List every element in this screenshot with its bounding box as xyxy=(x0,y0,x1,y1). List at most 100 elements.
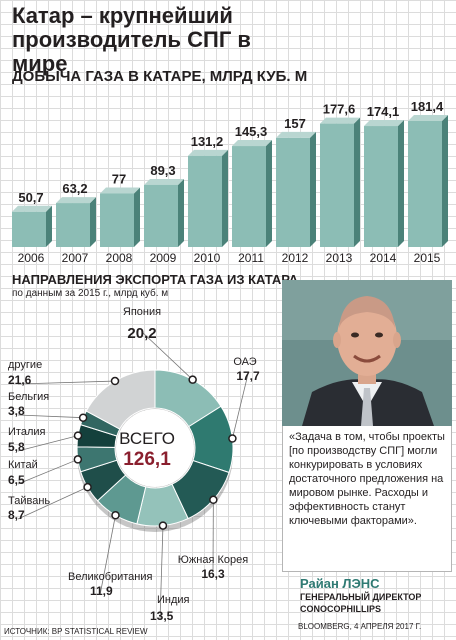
leader-line xyxy=(141,331,193,380)
slice-name-label: Великобритания xyxy=(68,571,153,583)
author-organization: CONOCOPHILLIPS xyxy=(300,604,382,614)
bar xyxy=(144,184,178,247)
quote-text: «Задача в том, чтобы проекты [по произво… xyxy=(289,431,445,527)
slice-value-label: 8,7 xyxy=(8,508,25,522)
bar xyxy=(276,137,310,247)
donut-hole xyxy=(116,409,194,487)
bar xyxy=(188,155,222,247)
bar-side xyxy=(222,149,228,247)
slice-name-label: Южная Корея xyxy=(178,554,248,566)
slice-value-label: 5,8 xyxy=(8,440,25,454)
x-tick-label: 2013 xyxy=(326,251,353,265)
bar-top xyxy=(364,120,404,127)
slice-value-label: 21,6 xyxy=(8,373,32,387)
bar-side xyxy=(398,120,404,247)
bar-value-label: 157 xyxy=(284,116,306,131)
slice-marker xyxy=(83,482,92,492)
bar-side xyxy=(266,140,272,247)
bar xyxy=(364,126,398,247)
x-tick-label: 2007 xyxy=(62,251,89,265)
production-chart-title: ДОБЫЧА ГАЗА В КАТАРЕ, МЛРД КУБ. М xyxy=(12,68,308,85)
bar-side xyxy=(178,178,184,247)
x-tick-label: 2015 xyxy=(414,251,441,265)
bar-value-label: 177,6 xyxy=(323,102,356,117)
x-tick-label: 2014 xyxy=(370,251,397,265)
bar-side xyxy=(90,197,96,247)
slice-name-label: другие xyxy=(8,359,42,371)
bar-top xyxy=(320,117,360,124)
bar-value-label: 77 xyxy=(112,172,126,187)
quote-box: «Задача в том, чтобы проекты [по произво… xyxy=(282,426,452,572)
bar-side xyxy=(442,114,448,248)
bar-value-label: 181,4 xyxy=(411,99,444,114)
bar-top xyxy=(188,149,228,156)
slice-marker xyxy=(78,413,88,422)
x-tick-label: 2010 xyxy=(194,251,221,265)
slice-marker xyxy=(110,376,120,386)
leader-line xyxy=(17,486,88,520)
x-tick-label: 2009 xyxy=(150,251,177,265)
bar-value-label: 145,3 xyxy=(235,124,268,139)
bar xyxy=(12,211,46,247)
slice-marker xyxy=(209,495,218,505)
donut-slice xyxy=(85,369,156,430)
leader-line xyxy=(232,373,249,439)
production-bar-chart: 50,7 2006 63,2 2007 77 2008 89,3 2009 131,2 2010 1… xyxy=(12,99,448,265)
bar-top xyxy=(144,178,184,185)
slice-marker xyxy=(73,431,83,440)
leader-line xyxy=(99,515,116,596)
quote-source: BLOOMBERG, 4 АПРЕЛЯ 2017 Г. xyxy=(298,622,422,631)
slice-name-label: Бельгия xyxy=(8,391,49,403)
bar-side xyxy=(310,131,316,247)
author-position: ГЕНЕРАЛЬНЫЙ ДИРЕКТОР xyxy=(300,592,422,602)
slice-name-label: Италия xyxy=(8,426,46,438)
bar-value-label: 50,7 xyxy=(18,190,43,205)
executive-photo xyxy=(282,280,452,426)
bar-side xyxy=(46,205,52,247)
x-tick-label: 2008 xyxy=(106,251,133,265)
slice-marker xyxy=(111,511,120,520)
leader-line xyxy=(17,435,79,452)
leader-line xyxy=(17,414,84,419)
bar-value-label: 131,2 xyxy=(191,134,224,149)
bar-value-label: 174,1 xyxy=(367,104,400,119)
bar xyxy=(320,123,354,247)
bar-top xyxy=(232,140,272,147)
x-tick-label: 2012 xyxy=(282,251,309,265)
bar-top xyxy=(56,197,96,204)
x-tick-label: 2006 xyxy=(18,251,45,265)
data-source: ИСТОЧНИК: BP STATISTICAL REVIEW xyxy=(4,627,148,636)
bar xyxy=(100,193,134,247)
quote-author: Райан ЛЭНС ГЕНЕРАЛЬНЫЙ ДИРЕКТОР CONOCOPH… xyxy=(300,576,450,615)
infographic-title: Катар – крупнейший производитель СПГ в м… xyxy=(12,3,251,76)
slice-value-label: 13,5 xyxy=(150,609,174,623)
slice-marker xyxy=(228,434,237,443)
slice-name-label: Япония xyxy=(123,306,161,318)
leader-line xyxy=(17,459,78,485)
bar xyxy=(408,120,442,247)
slice-name-label: Китай xyxy=(8,459,38,471)
bar-top xyxy=(276,131,316,138)
leader-line xyxy=(159,525,164,621)
bar-side xyxy=(134,187,140,247)
export-chart-title: НАПРАВЛЕНИЯ ЭКСПОРТА ГАЗА ИЗ КАТАРА xyxy=(12,272,299,287)
total-value: 126,1 xyxy=(123,449,171,470)
x-tick-label: 2011 xyxy=(238,251,264,265)
portrait-illustration xyxy=(282,280,452,426)
slice-value-label: 6,5 xyxy=(8,473,25,487)
slice-value-label: 17,7 xyxy=(236,369,260,383)
slice-name-label: Индия xyxy=(157,594,190,606)
slice-marker xyxy=(188,375,197,384)
leader-line xyxy=(17,380,116,385)
slice-marker xyxy=(73,455,83,464)
bar-top xyxy=(100,187,140,194)
bar-top xyxy=(12,205,52,212)
bar-top xyxy=(408,114,448,121)
bar xyxy=(232,146,266,247)
slice-marker xyxy=(158,521,168,530)
slice-value-label: 3,8 xyxy=(8,404,25,418)
slice-value-label: 11,9 xyxy=(90,584,113,598)
total-label: ВСЕГО xyxy=(119,429,175,448)
